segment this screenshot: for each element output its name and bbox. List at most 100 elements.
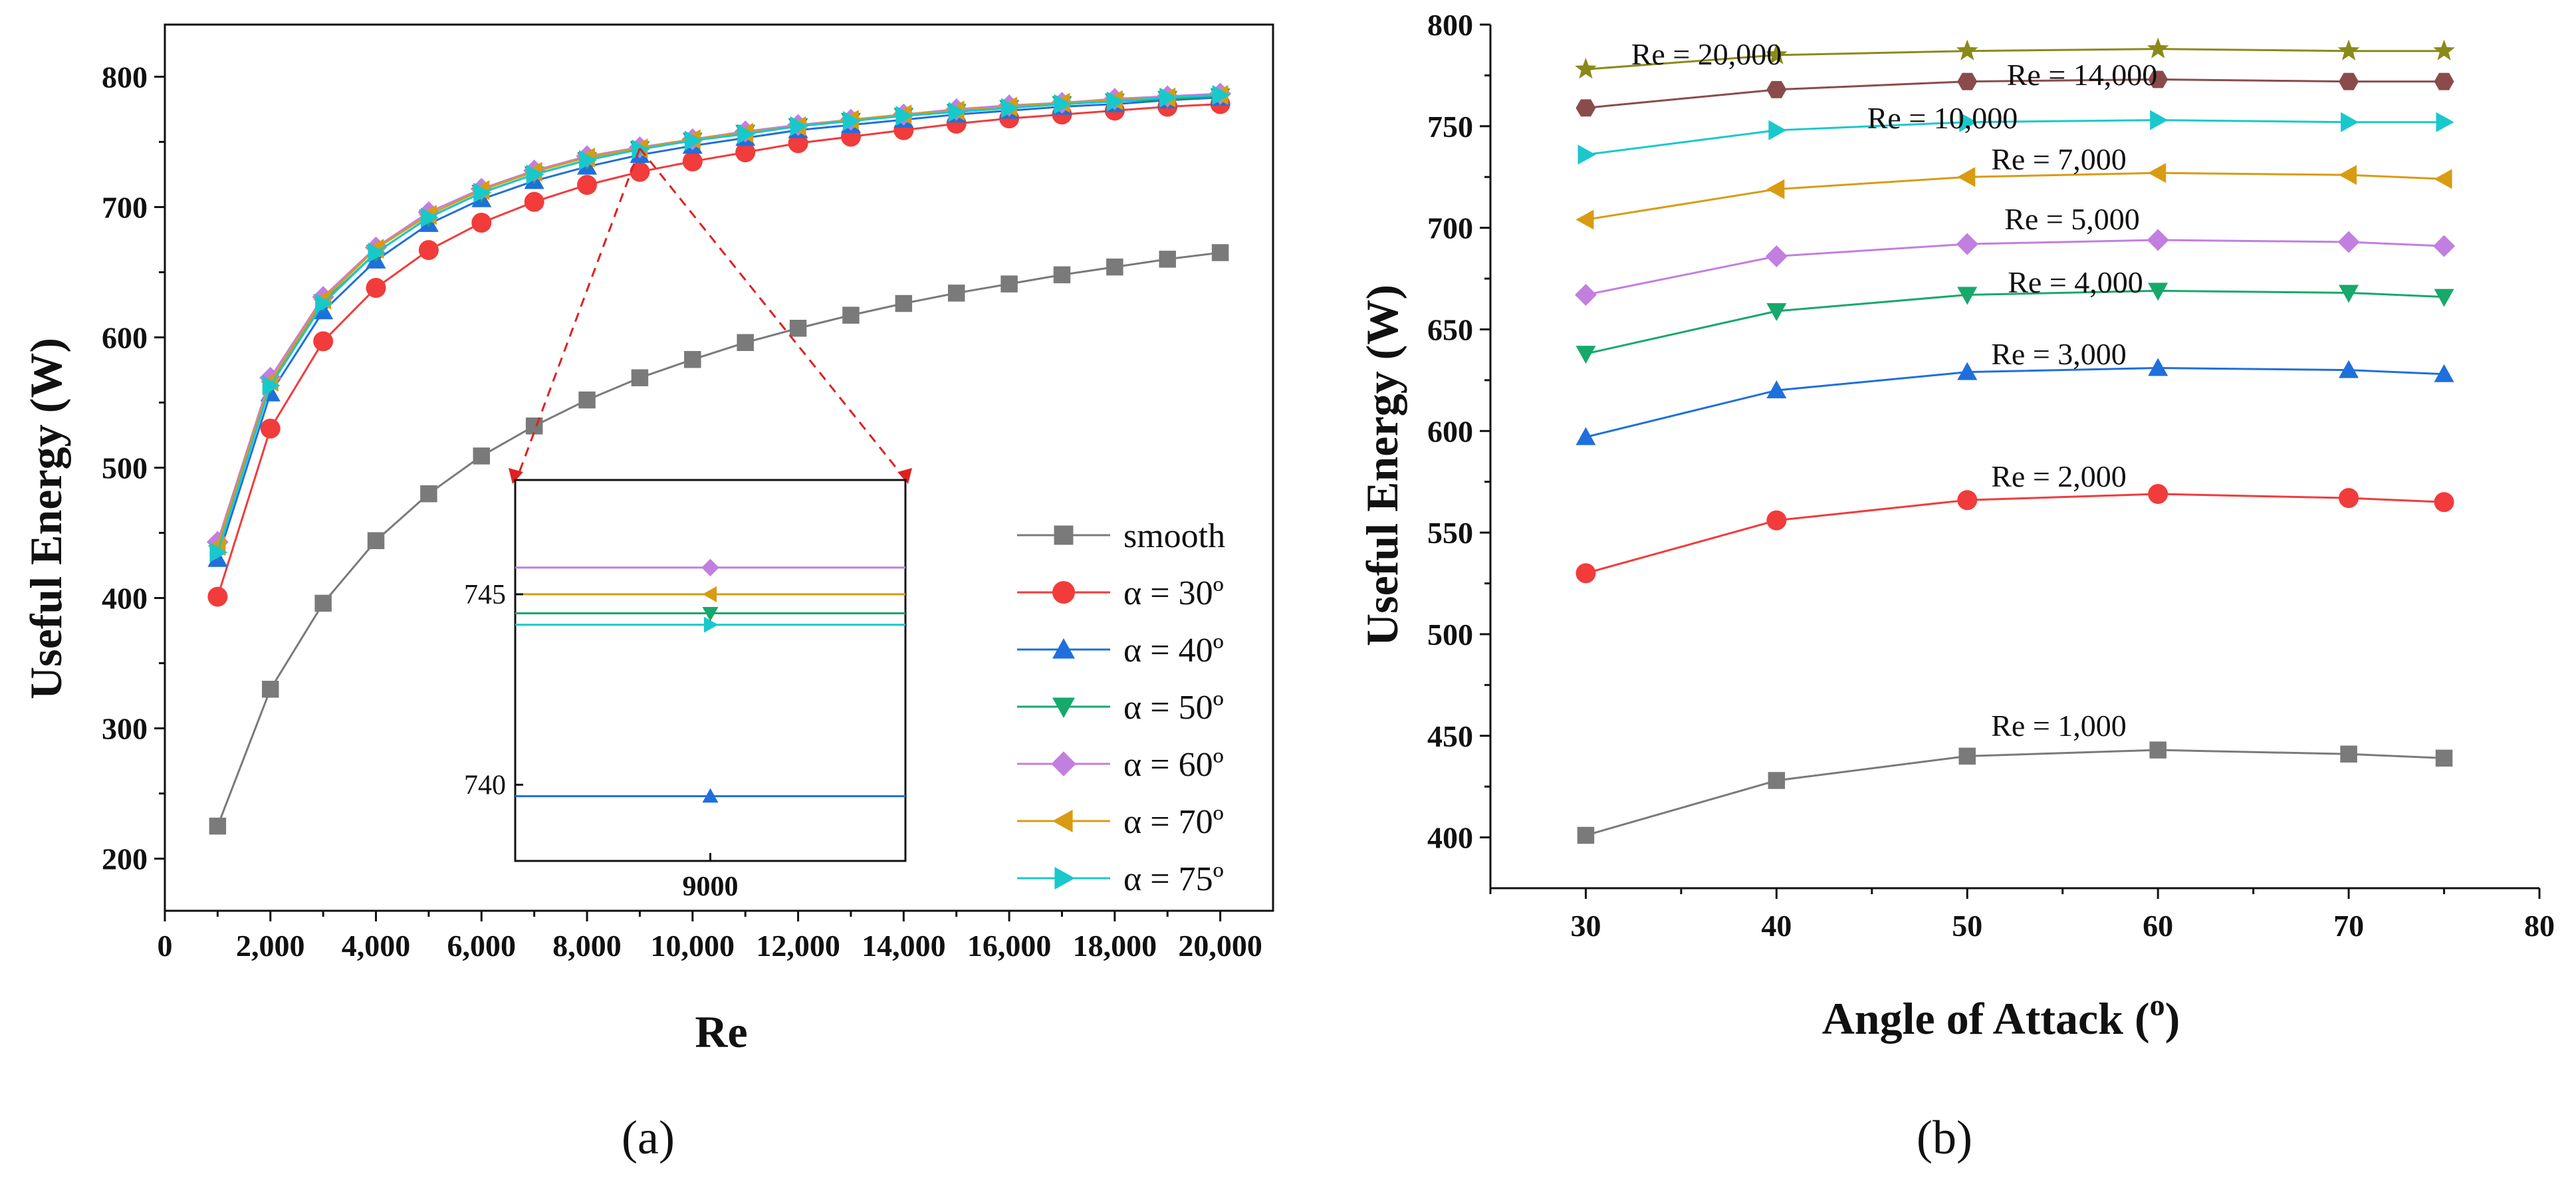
inset-frame xyxy=(514,479,907,862)
panel-a-xtick-label: 0 xyxy=(158,929,173,963)
legend-label-a30: α = 30º xyxy=(1123,574,1224,612)
legend-marker-smooth xyxy=(1054,525,1074,545)
panel-a-point-a75 xyxy=(579,150,598,170)
panel-b-ytick-label: 550 xyxy=(1427,516,1473,550)
panel-a-point-smooth xyxy=(473,447,491,465)
zoom-arrow-right-head xyxy=(897,468,912,484)
legend-marker-a75 xyxy=(1054,867,1075,890)
panel-a-point-a30 xyxy=(577,175,598,195)
panel-b-ytick-label: 600 xyxy=(1427,414,1473,448)
legend-label-a50: α = 50º xyxy=(1123,689,1224,727)
panel-b-point-re2000 xyxy=(1576,563,1596,584)
panel-a-point-a30 xyxy=(788,133,808,154)
panel-b-line-re4000 xyxy=(1585,289,2444,355)
panel-b-point-re3000 xyxy=(1766,380,1787,399)
panel-a-xtick-label: 4,000 xyxy=(342,929,411,963)
panel-b-point-re20000 xyxy=(2147,37,2169,59)
panel-a-xtick-label: 8,000 xyxy=(552,929,622,963)
panel-b-series: Re = 1,000 Re = 2,000 Re = 3,000 Re = 4,000… xyxy=(1574,37,2456,844)
panel-a-point-smooth xyxy=(262,681,279,698)
panel-a-point-smooth xyxy=(789,319,807,337)
panel-b-point-re4000 xyxy=(2339,285,2359,303)
panel-b-point-re2000 xyxy=(1766,510,1787,531)
panel-b-axes: 30 40 50 60 70 80 400 450 500 550 600 650 700 750 800 xyxy=(1427,8,2555,943)
inset-ytick-label: 745 xyxy=(464,580,506,610)
panel-a-point-smooth xyxy=(737,334,754,352)
panel-a-point-a75 xyxy=(684,130,703,151)
panel-a-point-smooth xyxy=(367,532,385,550)
panel-a-point-a75 xyxy=(1159,87,1178,108)
panel-a-series xyxy=(206,82,1232,835)
panel-b-point-re10000 xyxy=(2341,112,2359,132)
panel-b-annotation-re5000: Re = 5,000 xyxy=(2004,202,2140,236)
legend-marker-a40 xyxy=(1052,638,1075,659)
panel-a-point-smooth xyxy=(631,369,649,386)
panel-a-point-a30 xyxy=(682,151,703,172)
panel-b-ytick-label: 650 xyxy=(1427,312,1473,346)
panel-b-xtick-label: 70 xyxy=(2333,909,2364,943)
panel-a-point-smooth xyxy=(1211,244,1229,261)
panel-b-point-re10000 xyxy=(1768,120,1787,140)
panel-b-point-re14000 xyxy=(1766,80,1787,98)
panel-b-point-re1000 xyxy=(1577,826,1595,844)
inset-point-a40 xyxy=(702,788,719,803)
panel-a-xtick-label: 12,000 xyxy=(756,929,840,963)
panel-a-xtick-label: 2,000 xyxy=(236,929,305,963)
panel-b-xlabel: Angle of Attack (o) xyxy=(1822,988,2180,1044)
panel-a-ytick-label: 700 xyxy=(102,190,148,224)
panel-a-point-a75 xyxy=(1106,91,1125,112)
inset-ytick-label: 740 xyxy=(464,770,506,800)
panel-b-line-re20000 xyxy=(1585,48,2444,70)
panel-a-point-a30 xyxy=(630,162,650,182)
panel-b-xlabel-degree: o xyxy=(2150,988,2165,1022)
panel-a-point-a30 xyxy=(471,212,492,233)
panel-b-point-re3000 xyxy=(2339,360,2359,378)
panel-a-point-smooth xyxy=(1106,258,1123,276)
panel-b-annotation-re1000: Re = 1,000 xyxy=(1991,709,2127,743)
panel-a-point-a75 xyxy=(737,124,756,144)
panel-a-line-a75 xyxy=(216,94,1221,553)
inset-point-a50 xyxy=(702,606,719,622)
panel-a-line-smooth xyxy=(216,251,1221,827)
panel-b-point-re4000 xyxy=(2148,283,2168,301)
zoom-arrow-left xyxy=(517,148,641,477)
panel-b-annotation-re10000: Re = 10,000 xyxy=(1867,101,2018,135)
panel-b-point-re4000 xyxy=(2434,289,2454,307)
panel-a-point-smooth xyxy=(209,817,227,835)
panel-a-xtick-label: 6,000 xyxy=(447,929,517,963)
panel-b-point-re10000 xyxy=(1578,144,1596,165)
panel-a-point-a75 xyxy=(790,116,808,136)
panel-b-annotation-re14000: Re = 14,000 xyxy=(2007,58,2158,92)
panel-b-point-re2000 xyxy=(2434,492,2454,513)
zoom-arrow-right xyxy=(639,148,904,477)
legend-label-a60: α = 60º xyxy=(1123,746,1224,784)
panel-b-xtick-label: 60 xyxy=(2143,909,2173,943)
panel-a-point-a75 xyxy=(895,106,914,126)
panel-b-point-re1000 xyxy=(2340,745,2357,763)
panel-b-point-re5000 xyxy=(1574,284,1597,306)
panel-b-point-re2000 xyxy=(2148,484,2168,505)
legend-marker-a30 xyxy=(1052,581,1075,604)
panel-b-chart: 30 40 50 60 70 80400450500550600650700750800 … xyxy=(1357,8,2555,1164)
panel-b-point-re7000 xyxy=(2434,169,2452,189)
panel-b-point-re20000 xyxy=(1956,39,1978,60)
panel-b-point-re1000 xyxy=(2149,741,2166,759)
panel-b-point-re10000 xyxy=(2150,110,2168,130)
legend-label-smooth: smooth xyxy=(1123,517,1225,555)
panel-b-ytick-label: 500 xyxy=(1427,618,1473,652)
zoom-arrow-left-head xyxy=(509,468,523,484)
legend-marker-a50 xyxy=(1052,697,1075,718)
panel-a-inset: 740 745 9000 xyxy=(464,148,912,902)
panel-a-ytick-label: 800 xyxy=(102,60,148,94)
panel-b-point-re7000 xyxy=(1576,209,1594,230)
panel-b-annotation-re20000: Re = 20,000 xyxy=(1631,37,1782,71)
panel-b-point-re20000 xyxy=(1575,57,1597,79)
inset-point-a70 xyxy=(702,586,717,602)
panel-a-legend: smooth α = 30º α = 40º α = 50º α = 60º α = 70… xyxy=(1017,517,1225,898)
panel-a-line-a40 xyxy=(216,96,1221,560)
panel-b-point-re14000 xyxy=(1576,99,1596,117)
panel-a-ytick-label: 500 xyxy=(102,451,148,485)
panel-a-point-a75 xyxy=(1054,94,1072,114)
panel-b-annotation-re2000: Re = 2,000 xyxy=(1991,459,2127,493)
